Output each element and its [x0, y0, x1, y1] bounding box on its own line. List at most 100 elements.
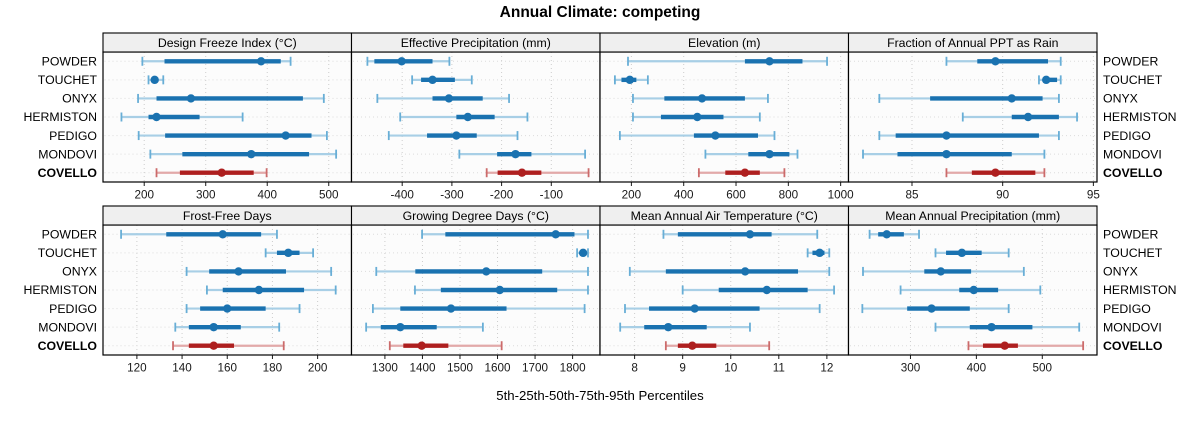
site-label-right-powder: POWDER — [1103, 54, 1158, 68]
site-label-left-mondovi: MONDOVI — [38, 320, 97, 334]
tick-label: 1800 — [560, 362, 587, 375]
median-dot — [517, 168, 527, 177]
series-mondovi — [353, 322, 599, 332]
series-covello — [601, 168, 847, 178]
series-covello — [353, 341, 599, 351]
site-label-left-pedigo: PEDIGO — [49, 302, 97, 316]
series-mondovi — [601, 149, 847, 159]
median-dot — [209, 341, 218, 350]
median-dot — [969, 285, 978, 295]
tick-label: -300 — [440, 189, 464, 202]
panel-frost-free-days: 120 140 160 180 200 Frost-Free Days — [102, 205, 353, 375]
series-mondovi — [104, 322, 350, 332]
series-powder — [104, 56, 350, 66]
median-dot — [284, 248, 293, 258]
median-dot — [745, 230, 755, 239]
median-dot — [247, 149, 256, 159]
median-dot — [711, 131, 720, 140]
series-onyx — [353, 266, 599, 276]
site-label-left-onyx: ONYX — [62, 92, 97, 106]
tick-label: 1000 — [828, 189, 855, 202]
series-pedigo — [601, 304, 847, 314]
median-dot — [697, 94, 707, 103]
median-dot — [882, 230, 891, 239]
panel-mean-annual-air-temperature-c: 8 9 10 11 12 Mean Annual Air Temperature (°C) — [599, 205, 850, 375]
site-label-left-hermiston: HERMISTON — [23, 283, 97, 297]
median-dot — [152, 112, 161, 122]
series-touchet — [601, 75, 847, 85]
median-dot — [428, 75, 437, 85]
site-label-right-mondovi: MONDOVI — [1103, 320, 1162, 334]
median-dot — [762, 285, 771, 295]
tick-label: 1500 — [447, 362, 474, 375]
tick-label: 1300 — [372, 362, 399, 375]
median-dot — [942, 149, 951, 159]
series-touchet — [850, 75, 1096, 85]
series-mondovi — [353, 149, 599, 159]
site-label-left-touchet: TOUCHET — [38, 73, 98, 87]
site-label-right-covello: COVELLO — [1103, 166, 1163, 180]
panel-elevation-m: 200 400 600 800 1000 Elevation (m) — [599, 32, 855, 202]
median-dot — [1042, 75, 1051, 85]
series-touchet — [104, 75, 350, 85]
series-pedigo — [850, 304, 1096, 314]
tick-label: 180 — [263, 362, 283, 375]
panel-fraction-of-annual-ppt-as-rain: 85 90 95 Fraction of Annual PPT as Rain — [847, 32, 1101, 202]
tick-label: -400 — [390, 189, 414, 202]
site-label-right-hermiston: HERMISTON — [1103, 110, 1177, 124]
median-dot — [551, 230, 560, 239]
tick-label: 800 — [779, 189, 799, 202]
tick-label: 140 — [172, 362, 192, 375]
panel-strip-title: Frost-Free Days — [183, 209, 272, 223]
tick-label: 95 — [1087, 189, 1101, 202]
tick-label: 9 — [679, 362, 686, 375]
tick-label: 400 — [257, 189, 277, 202]
series-powder — [601, 56, 847, 66]
median-dot — [254, 285, 264, 295]
tick-label: 500 — [1033, 362, 1053, 375]
panel-mean-annual-precipitation-mm: 300 400 500 Mean Annual Precipitation (mm) — [847, 205, 1098, 375]
series-mondovi — [601, 322, 847, 332]
series-powder — [601, 229, 847, 239]
median-dot — [495, 285, 504, 295]
median-dot — [688, 341, 697, 350]
series-onyx — [104, 266, 350, 276]
median-dot — [664, 322, 673, 332]
median-dot — [1023, 112, 1033, 122]
tick-label: 1400 — [409, 362, 436, 375]
median-dot — [815, 248, 824, 258]
site-label-left-hermiston: HERMISTON — [23, 110, 97, 124]
tick-label: 8 — [631, 362, 638, 375]
panel-strip-title: Mean Annual Precipitation (mm) — [885, 209, 1060, 223]
series-hermiston — [850, 285, 1096, 295]
series-touchet — [353, 248, 599, 258]
median-dot — [482, 267, 491, 276]
median-dot — [1000, 341, 1009, 350]
series-onyx — [104, 93, 350, 103]
site-label-left-touchet: TOUCHET — [38, 246, 98, 260]
median-dot — [463, 112, 472, 122]
panel-strip-title: Elevation (m) — [688, 36, 760, 50]
series-powder — [353, 229, 599, 239]
chart-title: Annual Climate: competing — [499, 4, 701, 21]
series-powder — [353, 56, 599, 66]
site-label-right-pedigo: PEDIGO — [1103, 302, 1151, 316]
series-pedigo — [353, 131, 599, 141]
panel-strip-title: Fraction of Annual PPT as Rain — [887, 36, 1059, 50]
series-hermiston — [104, 112, 350, 122]
tick-label: 160 — [217, 362, 237, 375]
median-dot — [936, 267, 945, 276]
median-dot — [740, 267, 750, 276]
site-label-left-powder: POWDER — [42, 54, 97, 68]
site-label-left-pedigo: PEDIGO — [49, 129, 97, 143]
site-label-right-touchet: TOUCHET — [1103, 73, 1163, 87]
series-onyx — [601, 93, 847, 103]
series-mondovi — [850, 149, 1096, 159]
series-hermiston — [353, 112, 599, 122]
site-label-right-mondovi: MONDOVI — [1103, 147, 1162, 161]
series-onyx — [850, 266, 1096, 276]
median-dot — [218, 230, 227, 239]
site-label-right-onyx: ONYX — [1103, 265, 1138, 279]
